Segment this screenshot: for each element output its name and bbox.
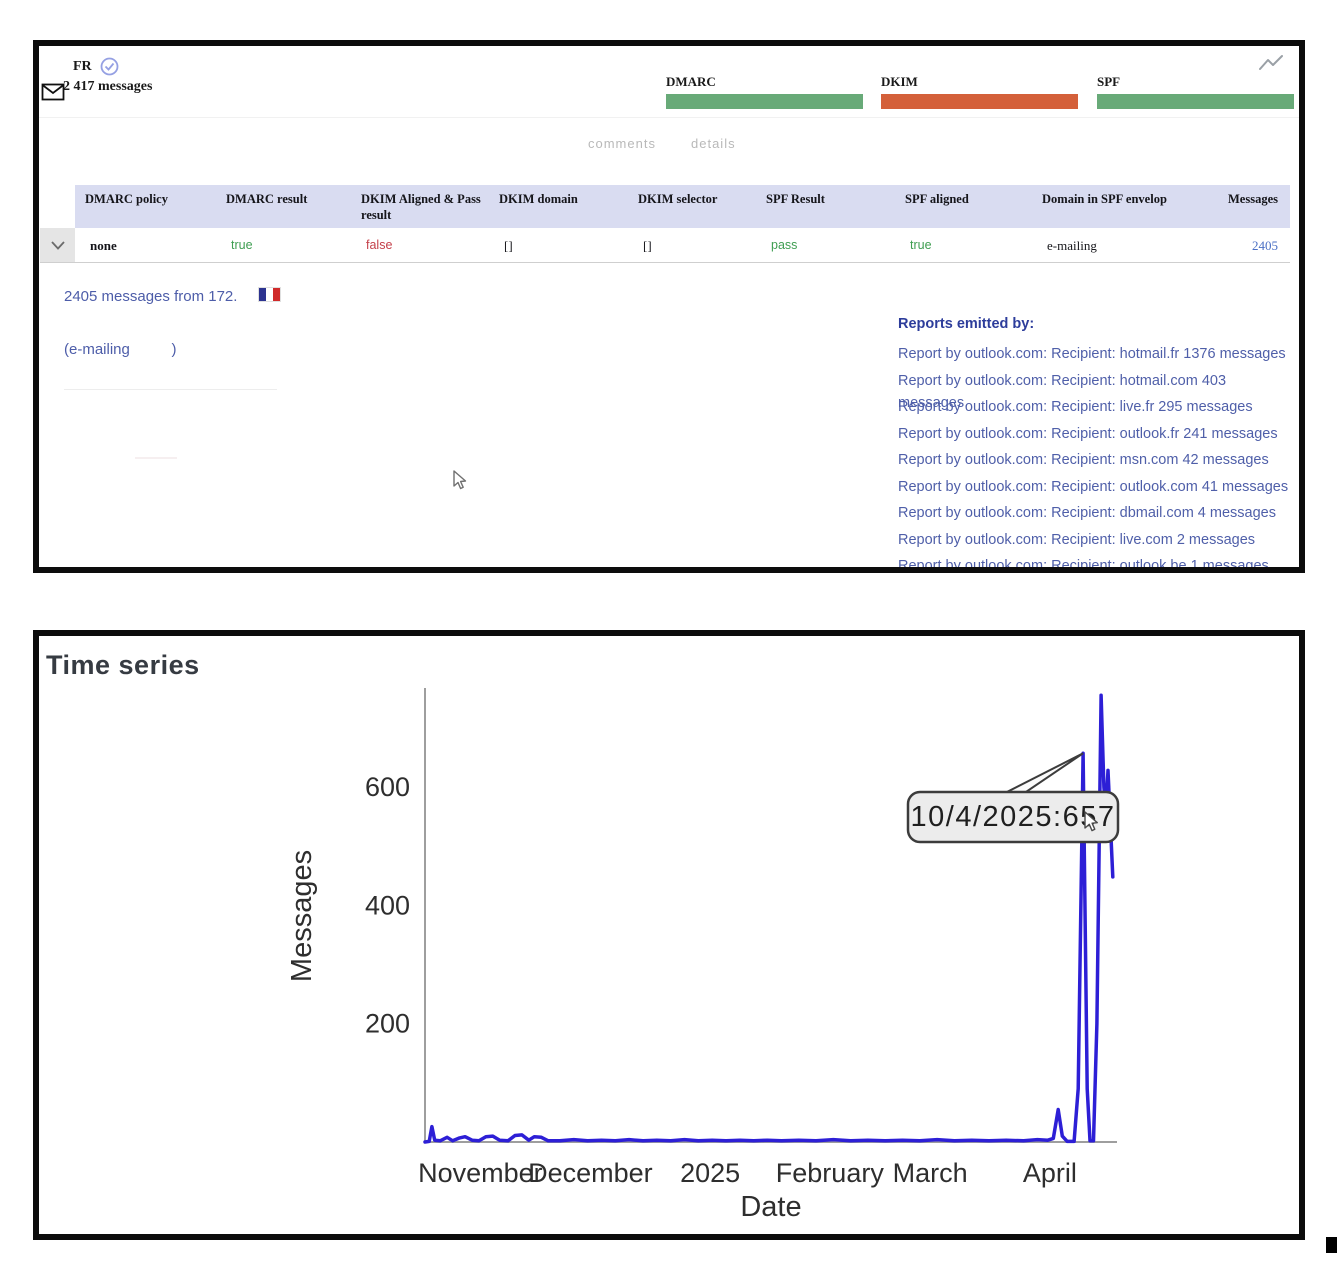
row-expand-toggle[interactable] [40, 228, 75, 262]
y-axis-ticks: 200 400 600 [365, 772, 410, 1039]
mouse-cursor-icon [453, 470, 467, 490]
reports-emitted-title: Reports emitted by: [898, 316, 1035, 332]
col-spf-envelope: Domain in SPF envelop [1042, 192, 1167, 206]
source-ip-line: 2405 messages from 172. [64, 288, 238, 305]
col-messages: Messages [1228, 192, 1278, 206]
y-axis-title: Messages [286, 850, 318, 982]
dkim-label: DKIM [881, 74, 918, 89]
cell-messages: 2405 [1252, 238, 1278, 253]
report-link[interactable]: Report by outlook.com: Recipient: hotmai… [898, 346, 1286, 362]
col-spf-result: SPF Result [766, 192, 825, 206]
tooltip-label: 10/4/2025:657 [911, 801, 1116, 833]
table-row[interactable]: none true false [] [] pass true e-mailin… [40, 228, 1290, 263]
mouse-cursor-icon [1084, 811, 1098, 832]
check-circle-icon [100, 57, 119, 76]
country-code: FR [73, 59, 92, 74]
report-link[interactable]: Report by outlook.com: Recipient: msn.co… [898, 452, 1269, 468]
col-dkim-selector: DKIM selector [638, 192, 718, 206]
dkim-bar [881, 94, 1078, 109]
chevron-down-icon [50, 240, 65, 250]
cell-spf-envelope: e-mailing [1047, 238, 1097, 253]
dkim-indicator: DKIM [881, 74, 1078, 109]
dmarc-report-panel: FR 2 417 messages DMARC DKIM SPF comment… [33, 40, 1305, 573]
report-link[interactable]: Report by outlook.com: Recipient: outloo… [898, 558, 1269, 567]
cell-spf-aligned: true [910, 238, 932, 252]
svg-text:December: December [528, 1158, 653, 1188]
report-link[interactable]: Report by outlook.com: Recipient: dbmail… [898, 505, 1276, 521]
col-dkim-aligned: DKIM Aligned & Pass result [361, 192, 481, 222]
trend-icon[interactable] [1257, 53, 1285, 75]
spf-label: SPF [1097, 74, 1121, 89]
report-link[interactable]: Report by outlook.com: Recipient: live.c… [898, 531, 1256, 548]
col-dkim-domain: DKIM domain [499, 192, 578, 206]
spf-indicator: SPF [1097, 74, 1294, 109]
spf-bar [1097, 94, 1294, 109]
svg-text:April: April [1023, 1158, 1077, 1188]
svg-text:November: November [418, 1158, 543, 1188]
total-messages: 2 417 messages [63, 79, 153, 94]
report-link[interactable]: Report by outlook.com: Recipient: hotmai… [898, 372, 1227, 411]
cell-dkim-domain: [] [504, 238, 513, 253]
dmarc-indicator: DMARC [666, 74, 863, 109]
chart-title: Time series [46, 650, 200, 680]
svg-text:600: 600 [365, 772, 410, 802]
report-link[interactable]: Report by outlook.com: Recipient: outloo… [898, 425, 1278, 442]
cell-spf-result: pass [771, 238, 798, 252]
tooltip-box [906, 790, 1120, 844]
report-link[interactable]: Report by outlook.com: Recipient: live.f… [898, 399, 1253, 415]
chart-tooltip: 10/4/2025:657 [906, 752, 1120, 844]
col-spf-aligned: SPF aligned [905, 192, 969, 206]
detail-divider [64, 389, 277, 390]
envelope-domain-line: (e-mailing ) [64, 341, 177, 358]
tooltip-callout [1001, 752, 1084, 796]
svg-text:February: February [776, 1158, 885, 1188]
report-link[interactable]: Report by outlook.com: Recipient: outloo… [898, 478, 1289, 495]
reports-list: Report by outlook.com: Recipient: hotmai… [898, 343, 1293, 567]
svg-text:400: 400 [365, 890, 410, 920]
envelope-icon [41, 83, 65, 101]
svg-text:200: 200 [365, 1009, 410, 1039]
time-series-panel: Time series 200 400 600 November December 20… [33, 630, 1305, 1240]
france-flag-icon [258, 287, 281, 302]
tab-comments[interactable]: comments [588, 136, 656, 151]
col-dmarc-result: DMARC result [226, 192, 308, 206]
cell-dkim-aligned: false [366, 238, 393, 252]
col-dmarc-policy: DMARC policy [85, 192, 168, 206]
svg-text:2025: 2025 [680, 1158, 740, 1188]
svg-text:March: March [893, 1158, 968, 1188]
table-header-row: DMARC policy DMARC result DKIM Aligned &… [75, 185, 1290, 228]
screen-edge-artifact [1326, 1237, 1337, 1253]
header-divider [39, 117, 1299, 118]
dmarc-bar [666, 94, 863, 109]
dmarc-label: DMARC [666, 74, 716, 89]
cell-dmarc-policy: none [90, 238, 117, 253]
x-axis-title: Date [740, 1191, 801, 1223]
detail-divider-small [135, 457, 177, 459]
tab-details[interactable]: details [691, 136, 736, 151]
cell-dmarc-result: true [231, 238, 253, 252]
cell-dkim-selector: [] [643, 238, 652, 253]
messages-line-series [423, 693, 1115, 1144]
